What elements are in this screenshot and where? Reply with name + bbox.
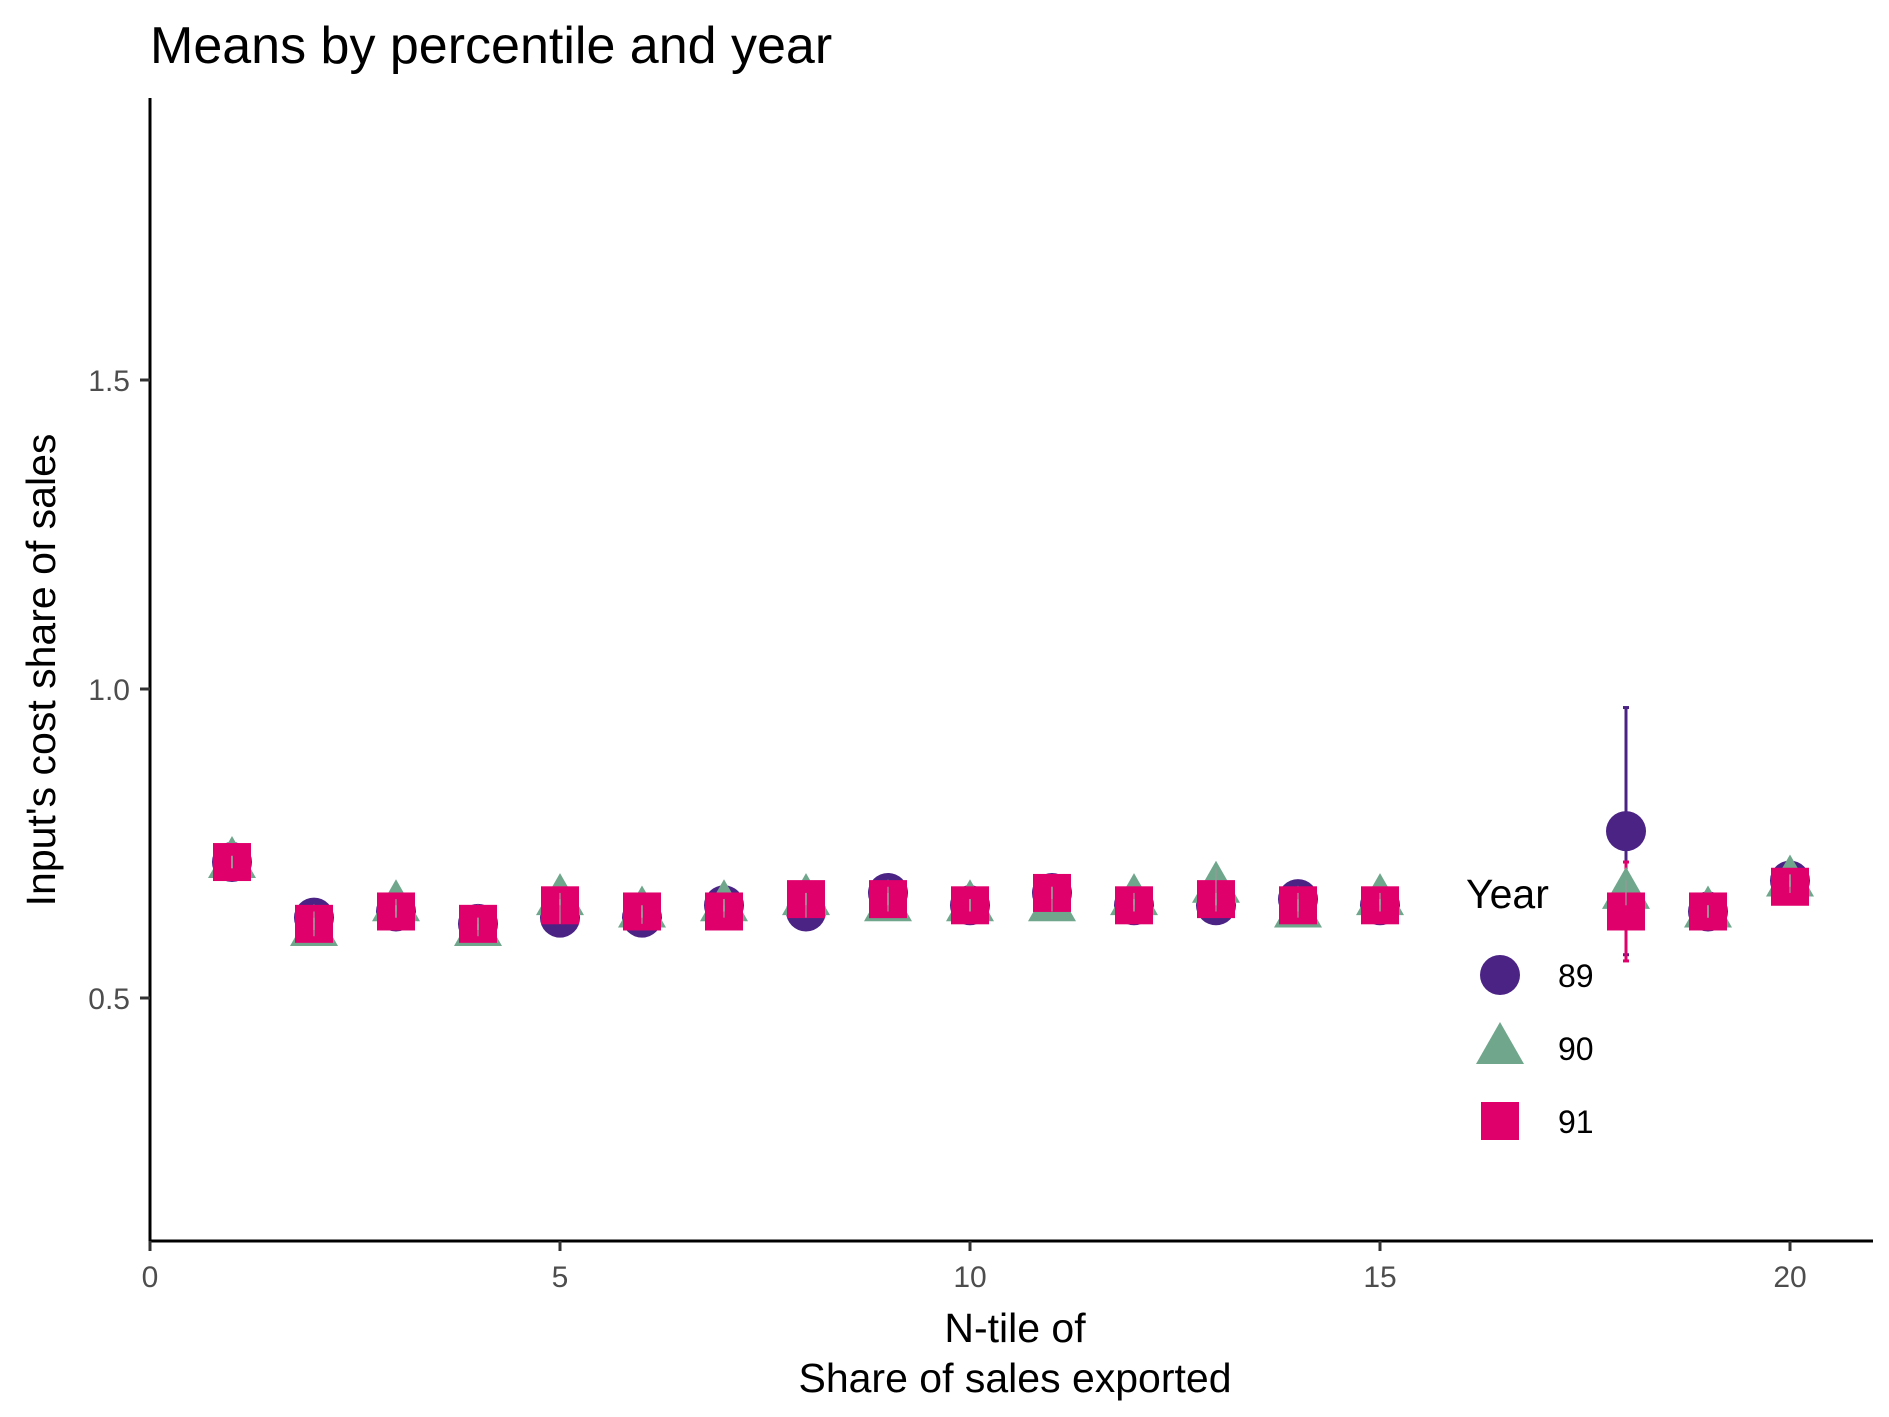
y-tick-label: 0.5 [88,983,130,1016]
legend: Year 89 90 91 [1466,871,1594,1140]
x-tick-label: 15 [1363,1261,1396,1294]
x-tick-label: 10 [953,1261,986,1294]
x-axis-title-line1: N-tile of [944,1305,1086,1351]
legend-label-90: 90 [1558,1031,1594,1067]
legend-title: Year [1466,871,1549,917]
legend-key-90 [1476,1021,1524,1064]
x-axis-ticks: 0 5 10 15 20 [142,1241,1807,1294]
x-axis-title-line2: Share of sales exported [798,1355,1231,1401]
y-axis-title: Input's cost share of sales [18,434,64,907]
legend-key-91 [1481,1102,1519,1140]
data-points [208,811,1814,946]
legend-label-91: 91 [1558,1104,1594,1140]
legend-key-89 [1480,955,1520,995]
y-tick-label: 1.5 [88,365,130,398]
legend-items: 89 90 91 [1476,955,1594,1140]
legend-label-89: 89 [1558,958,1594,994]
chart-title: Means by percentile and year [150,17,832,75]
x-tick-label: 20 [1773,1261,1806,1294]
point-89 [1606,811,1646,852]
y-axis-ticks: 0.5 1.0 1.5 [88,365,150,1016]
x-tick-label: 0 [142,1261,159,1294]
plot-area [208,706,1814,963]
y-tick-label: 1.0 [88,674,130,707]
x-tick-label: 5 [552,1261,569,1294]
